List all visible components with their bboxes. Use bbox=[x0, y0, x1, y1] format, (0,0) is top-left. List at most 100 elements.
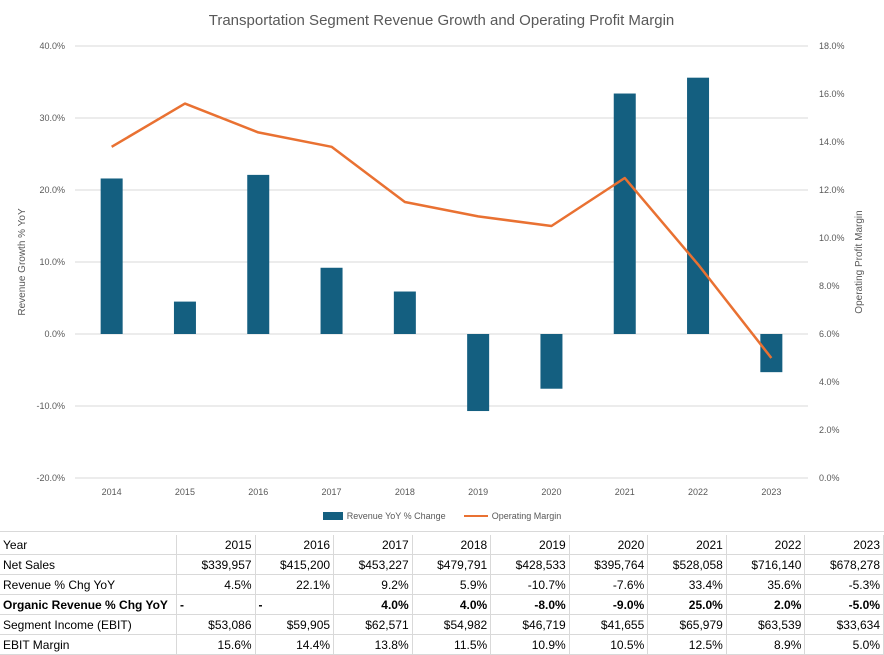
bar bbox=[320, 267, 343, 334]
y-tick-label: 30.0% bbox=[39, 113, 65, 123]
table-row: Segment Income (EBIT) $53,086 $59,905 $62,5… bbox=[0, 614, 884, 635]
y2-tick-label: 10.0% bbox=[819, 233, 845, 243]
y2-tick-label: 0.0% bbox=[819, 473, 840, 483]
y-tick-label: 10.0% bbox=[39, 257, 65, 267]
combo-chart: Transportation Segment Revenue Growth an… bbox=[17, 12, 865, 497]
table-cell: -7.6% bbox=[569, 574, 649, 595]
y2-tick-label: 4.0% bbox=[819, 377, 840, 387]
table-cell: 2023 bbox=[804, 535, 884, 555]
table-cell: $62,571 bbox=[333, 614, 413, 635]
table-cell: 2016 bbox=[255, 535, 335, 555]
table-cell: 33.4% bbox=[647, 574, 727, 595]
table-cell: - bbox=[176, 594, 256, 615]
y2-axis-label: Operating Profit Margin bbox=[854, 210, 865, 313]
table-cell: 2022 bbox=[726, 535, 806, 555]
table-cell: 2015 bbox=[176, 535, 256, 555]
table-cell: 14.4% bbox=[255, 634, 335, 655]
y2-tick-label: 8.0% bbox=[819, 281, 840, 291]
table-cell: $678,278 bbox=[804, 554, 884, 575]
y-tick-label: -20.0% bbox=[36, 473, 65, 483]
bar bbox=[247, 174, 270, 334]
table-cell: - bbox=[255, 594, 335, 615]
y2-tick-label: 2.0% bbox=[819, 425, 840, 435]
table-cell: $65,979 bbox=[647, 614, 727, 635]
margin-line bbox=[111, 102, 773, 359]
x-tick-label: 2021 bbox=[615, 487, 635, 497]
table-cell: $528,058 bbox=[647, 554, 727, 575]
x-tick-label: 2015 bbox=[175, 487, 195, 497]
bar bbox=[613, 93, 636, 335]
bar bbox=[687, 77, 710, 335]
legend-item-revenue: Revenue YoY % Change bbox=[322, 511, 446, 521]
table-cell: -10.7% bbox=[490, 574, 570, 595]
x-tick-label: 2019 bbox=[468, 487, 488, 497]
table-cell: 13.8% bbox=[333, 634, 413, 655]
legend-swatch-bar bbox=[322, 512, 343, 520]
y-axis-label: Revenue Growth % YoY bbox=[17, 208, 28, 316]
table-cell: 4.0% bbox=[333, 594, 413, 615]
table-cell: $339,957 bbox=[176, 554, 256, 575]
y2-tick-label: 16.0% bbox=[819, 89, 845, 99]
table-cell: $716,140 bbox=[726, 554, 806, 575]
table-cell: 10.9% bbox=[490, 634, 570, 655]
x-tick-label: 2017 bbox=[322, 487, 342, 497]
table-cell: 5.0% bbox=[804, 634, 884, 655]
y2-tick-label: 14.0% bbox=[819, 137, 845, 147]
table-cell: $428,533 bbox=[490, 554, 570, 575]
bar bbox=[393, 291, 416, 334]
x-tick-label: 2014 bbox=[102, 487, 122, 497]
table-cell: 2019 bbox=[490, 535, 570, 555]
row-label: Segment Income (EBIT) bbox=[0, 614, 177, 635]
bar bbox=[173, 301, 196, 334]
table-cell: 2018 bbox=[412, 535, 492, 555]
x-tick-label: 2020 bbox=[541, 487, 561, 497]
bar bbox=[760, 334, 783, 373]
x-tick-label: 2023 bbox=[761, 487, 781, 497]
table-cell: 11.5% bbox=[412, 634, 492, 655]
bar bbox=[467, 334, 490, 412]
table-row: Net Sales $339,957 $415,200 $453,227 $479,79… bbox=[0, 554, 884, 575]
table-cell: $41,655 bbox=[569, 614, 649, 635]
y-tick-label: -10.0% bbox=[36, 401, 65, 411]
row-label: Year bbox=[0, 535, 177, 555]
table-cell: 9.2% bbox=[333, 574, 413, 595]
legend-label-margin: Operating Margin bbox=[491, 511, 562, 521]
y-tick-label: 20.0% bbox=[39, 185, 65, 195]
legend-item-margin: Operating Margin bbox=[463, 511, 562, 521]
table-cell: -5.0% bbox=[804, 594, 884, 615]
table-cell: $53,086 bbox=[176, 614, 256, 635]
chart-title: Transportation Segment Revenue Growth an… bbox=[209, 12, 675, 29]
table-cell: -8.0% bbox=[490, 594, 570, 615]
row-label: Revenue % Chg YoY bbox=[0, 574, 177, 595]
table-cell: 4.0% bbox=[412, 594, 492, 615]
table-cell: 2.0% bbox=[726, 594, 806, 615]
table-cell: 12.5% bbox=[647, 634, 727, 655]
y-tick-label: 40.0% bbox=[39, 41, 65, 51]
legend-swatch-line bbox=[463, 515, 488, 517]
table-row: EBIT Margin 15.6% 14.4% 13.8% 11.5% 10.9% 10.5… bbox=[0, 634, 884, 655]
table-cell: 2020 bbox=[569, 535, 649, 555]
y2-tick-label: 12.0% bbox=[819, 185, 845, 195]
bar bbox=[540, 334, 563, 389]
table-cell: $59,905 bbox=[255, 614, 335, 635]
table-cell: 8.9% bbox=[726, 634, 806, 655]
table-cell: -5.3% bbox=[804, 574, 884, 595]
table-cell: $54,982 bbox=[412, 614, 492, 635]
table-cell: 10.5% bbox=[569, 634, 649, 655]
table-cell: 5.9% bbox=[412, 574, 492, 595]
table-cell: 35.6% bbox=[726, 574, 806, 595]
chart-legend: Revenue YoY % Change Operating Margin bbox=[0, 508, 884, 524]
table-cell: $453,227 bbox=[333, 554, 413, 575]
table-cell: 25.0% bbox=[647, 594, 727, 615]
table-cell: $33,634 bbox=[804, 614, 884, 635]
table-cell: 2017 bbox=[333, 535, 413, 555]
table-cell: 2021 bbox=[647, 535, 727, 555]
row-label: EBIT Margin bbox=[0, 634, 177, 655]
y2-tick-label: 6.0% bbox=[819, 329, 840, 339]
y-tick-label: 0.0% bbox=[44, 329, 65, 339]
table-row: Revenue % Chg YoY 4.5% 22.1% 9.2% 5.9% -10.7%… bbox=[0, 574, 884, 595]
table-header-row: Year 2015 2016 2017 2018 2019 2020 2021 2022 2023 bbox=[0, 535, 884, 555]
table-cell: 15.6% bbox=[176, 634, 256, 655]
table-row: Organic Revenue % Chg YoY - -4.0% 4.0% -8.0%… bbox=[0, 594, 884, 615]
table-cell: 22.1% bbox=[255, 574, 335, 595]
